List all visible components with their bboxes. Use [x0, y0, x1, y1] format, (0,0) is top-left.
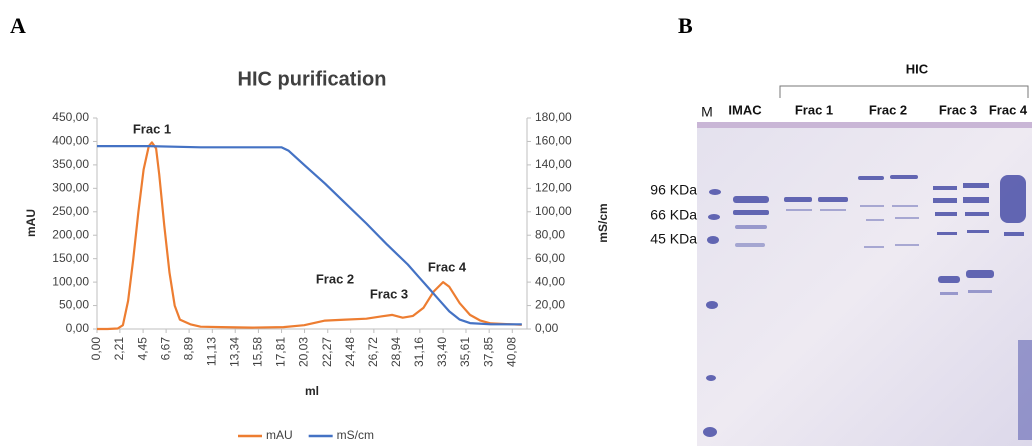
- panel-label: A: [10, 13, 26, 38]
- x-tick-label: 11,13: [204, 337, 218, 366]
- y2-tick-label: 140,00: [535, 157, 572, 171]
- x-tick-label: 24,48: [343, 337, 357, 367]
- y2-tick-label: 100,00: [535, 204, 572, 218]
- y2-tick-label: 0,00: [535, 321, 559, 335]
- marker-label: 66 KDa: [650, 207, 697, 223]
- lane-label: Frac 4: [989, 102, 1028, 117]
- x-tick-label: 0,00: [89, 337, 103, 361]
- lane-label: Frac 2: [869, 102, 907, 117]
- y-tick-label: 300,00: [52, 181, 89, 195]
- x-tick-label: 22,27: [320, 337, 334, 367]
- x-tick-label: 26,72: [366, 337, 380, 367]
- x-tick-label: 8,89: [181, 337, 195, 361]
- chart: HIC purification ml mAU mS/cm 0,00 50,00 1…: [24, 68, 610, 442]
- y2-tick-label: 60,00: [535, 251, 565, 265]
- x-tick-label: 17,81: [274, 337, 288, 367]
- y-tick-label: 100,00: [52, 274, 89, 288]
- legend-label: mS/cm: [337, 428, 374, 442]
- x-tick-label: 20,03: [297, 337, 311, 367]
- x-tick-label: 4,45: [135, 337, 149, 361]
- y-tick-label: 200,00: [52, 227, 89, 241]
- x-tick-label: 35,61: [458, 337, 472, 367]
- marker-label: 45 KDa: [650, 231, 697, 247]
- y-axis-label: mAU: [24, 209, 38, 237]
- x-tick-label: 40,08: [504, 337, 518, 367]
- y-tick-label: 450,00: [52, 110, 89, 124]
- x-tick-label: 2,21: [112, 337, 126, 361]
- series-line: [97, 145, 522, 326]
- x-axis-label: ml: [305, 384, 319, 398]
- y2-tick-label: 160,00: [535, 134, 572, 148]
- y2-tick-label: 80,00: [535, 227, 565, 241]
- annotation: Frac 4: [428, 259, 467, 274]
- y-tick-label: 250,00: [52, 204, 89, 218]
- gel-image: [697, 122, 1032, 446]
- y2-tick-label: 120,00: [535, 181, 572, 195]
- panel-label: B: [678, 13, 693, 38]
- lane-label: Frac 1: [795, 102, 833, 117]
- y2-tick-label: 40,00: [535, 274, 565, 288]
- gel-bracket: [779, 85, 1029, 98]
- chart-title: HIC purification: [238, 68, 387, 90]
- x-tick-label: 13,34: [227, 337, 241, 367]
- legend-label: mAU: [266, 428, 293, 442]
- lane-label: M: [701, 104, 713, 120]
- y-tick-label: 400,00: [52, 134, 89, 148]
- x-tick-label: 37,85: [481, 337, 495, 367]
- annotation: Frac 1: [133, 121, 171, 136]
- y2-tick-label: 180,00: [535, 110, 572, 124]
- annotation: Frac 3: [370, 286, 408, 301]
- lane-label: Frac 3: [939, 102, 977, 117]
- lane-label: IMAC: [728, 102, 762, 117]
- x-tick-label: 33,40: [435, 337, 449, 367]
- marker-label: 96 KDa: [650, 182, 697, 198]
- annotation: Frac 2: [316, 271, 354, 286]
- x-tick-label: 6,67: [158, 337, 172, 361]
- y2-axis-label: mS/cm: [596, 203, 610, 242]
- x-tick-label: 31,16: [412, 337, 426, 367]
- y-tick-label: 50,00: [59, 298, 89, 312]
- x-tick-label: 15,58: [251, 337, 265, 367]
- x-tick-label: 28,94: [389, 337, 403, 367]
- gel-title: HIC: [906, 61, 929, 76]
- series-line: [97, 141, 522, 331]
- y2-tick-label: 20,00: [535, 298, 565, 312]
- y-tick-label: 150,00: [52, 251, 89, 265]
- y-tick-label: 350,00: [52, 157, 89, 171]
- y-tick-label: 0,00: [66, 321, 90, 335]
